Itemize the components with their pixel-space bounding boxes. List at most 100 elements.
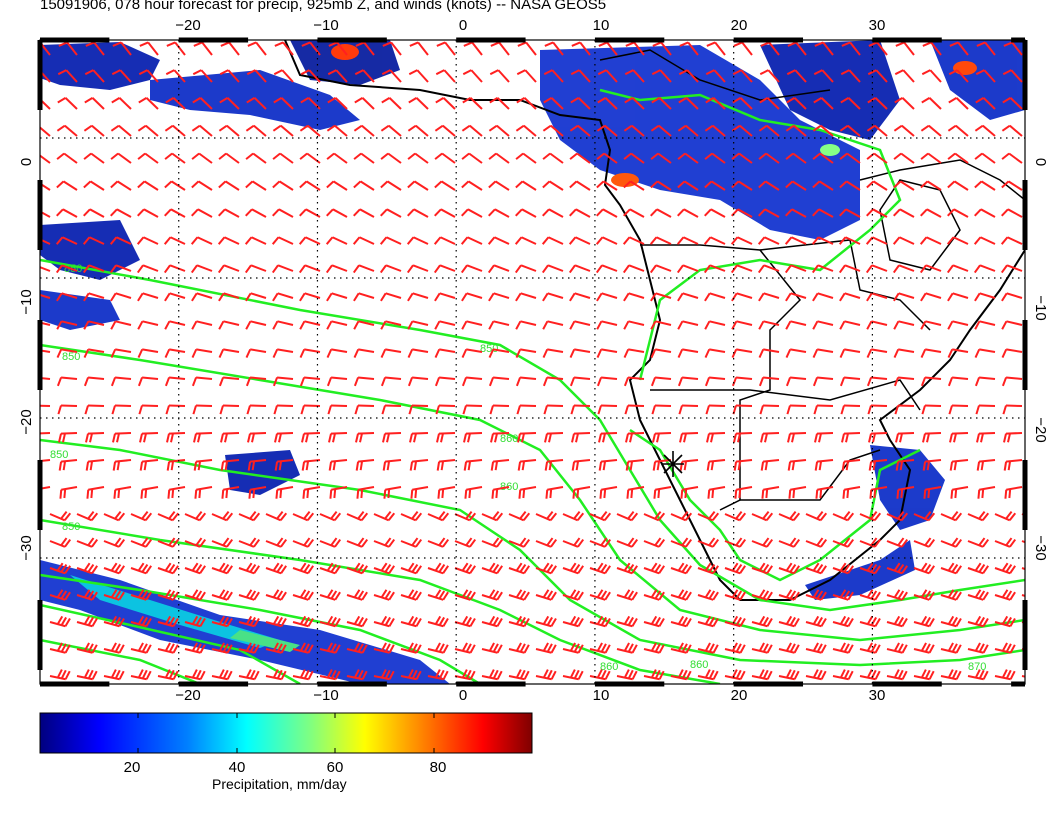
lat-label: −10 [18, 289, 35, 314]
wind-barb [184, 642, 206, 654]
wind-barb [920, 376, 942, 387]
wind-barb [272, 152, 294, 164]
wind-barb [373, 511, 396, 522]
contour-line [40, 438, 1025, 667]
wind-barb [562, 537, 585, 548]
wind-barb [734, 486, 753, 499]
wind-barb [319, 642, 341, 654]
wind-barb [103, 537, 126, 548]
wind-barb [517, 459, 537, 471]
wind-barb [1002, 69, 1023, 83]
wind-barb [110, 292, 132, 302]
wind-barb [805, 589, 827, 601]
wind-barb [111, 96, 132, 110]
wind-barb [730, 236, 753, 245]
wind-barb [785, 124, 807, 137]
wind-barb [535, 511, 558, 522]
wind-barb [191, 124, 213, 137]
wind-barb [325, 264, 348, 274]
wind-barb [328, 459, 348, 471]
country-border [759, 239, 931, 331]
wind-barb [732, 404, 753, 415]
wind-barb [643, 562, 665, 575]
wind-barb [812, 208, 834, 218]
wind-barb [920, 320, 942, 330]
wind-barb [886, 589, 908, 601]
wind-barb [373, 589, 395, 601]
wind-barb [211, 537, 234, 548]
wind-barb [490, 459, 510, 471]
wind-barb [139, 432, 159, 443]
wind-barb [697, 642, 719, 654]
wind-barb [994, 562, 1016, 575]
wind-barb [83, 208, 105, 218]
wind-barb [596, 124, 618, 137]
contour-line [40, 518, 721, 684]
wind-barb [265, 615, 287, 628]
wind-barb [407, 320, 429, 330]
wind-barb [678, 404, 699, 415]
wind-barb [893, 124, 915, 137]
wind-barb [328, 432, 348, 443]
wind-barb [238, 562, 260, 575]
wind-barb [670, 642, 692, 654]
wind-barb [758, 180, 780, 191]
wind-barb [274, 432, 294, 443]
wind-barb [130, 669, 152, 681]
wind-barb [299, 320, 321, 330]
wind-barb [58, 459, 78, 471]
colorbar-tick-label: 60 [327, 759, 344, 776]
wind-barb [218, 208, 240, 218]
contour-label: 850 [50, 449, 68, 461]
wind-barb [975, 96, 996, 110]
wind-barb [643, 642, 665, 654]
wind-barb [140, 486, 159, 499]
wind-barb [434, 320, 456, 330]
wind-barb [625, 459, 645, 471]
wind-barb [380, 376, 402, 387]
wind-barb [380, 152, 402, 164]
wind-barb [697, 669, 719, 681]
wind-barb [164, 376, 186, 387]
wind-barb [40, 154, 51, 164]
wind-barb [704, 180, 726, 191]
wind-barb [697, 589, 719, 601]
wind-barb [454, 537, 477, 548]
wind-barb [353, 292, 375, 302]
wind-barb [974, 180, 996, 191]
wind-barb [569, 292, 591, 302]
wind-barb [758, 376, 780, 387]
map-title: 15091906, 078 hour forecast for precip, … [40, 0, 607, 13]
wind-barb [596, 208, 618, 218]
wind-barb [427, 511, 450, 522]
wind-barb [732, 96, 753, 110]
wind-barb [832, 511, 855, 522]
precip-colorbar [39, 712, 533, 754]
wind-barb [407, 180, 429, 191]
wind-barb [784, 264, 807, 274]
wind-barb [298, 236, 321, 245]
wind-barb [697, 537, 720, 548]
wind-barb [409, 432, 429, 443]
wind-barb [940, 511, 963, 522]
wind-barb [460, 264, 483, 274]
wind-barb [244, 236, 267, 245]
wind-barb [868, 432, 888, 443]
wind-barb [542, 376, 564, 387]
wind-barb [434, 180, 456, 191]
lon-label: −10 [313, 687, 338, 704]
wind-barb [894, 96, 915, 110]
wind-barb [786, 69, 807, 83]
wind-barb [112, 41, 132, 56]
wind-barb [589, 642, 611, 654]
wind-barb [218, 124, 240, 137]
lon-label: 20 [731, 687, 748, 704]
wind-barb [76, 642, 98, 654]
wind-barb [272, 348, 294, 358]
wind-barb [218, 320, 240, 330]
wind-barb [678, 96, 699, 110]
wind-barb [245, 124, 267, 137]
colorbar-tick-label: 40 [229, 759, 246, 776]
wind-barb [757, 264, 780, 274]
wind-barb [490, 432, 510, 443]
